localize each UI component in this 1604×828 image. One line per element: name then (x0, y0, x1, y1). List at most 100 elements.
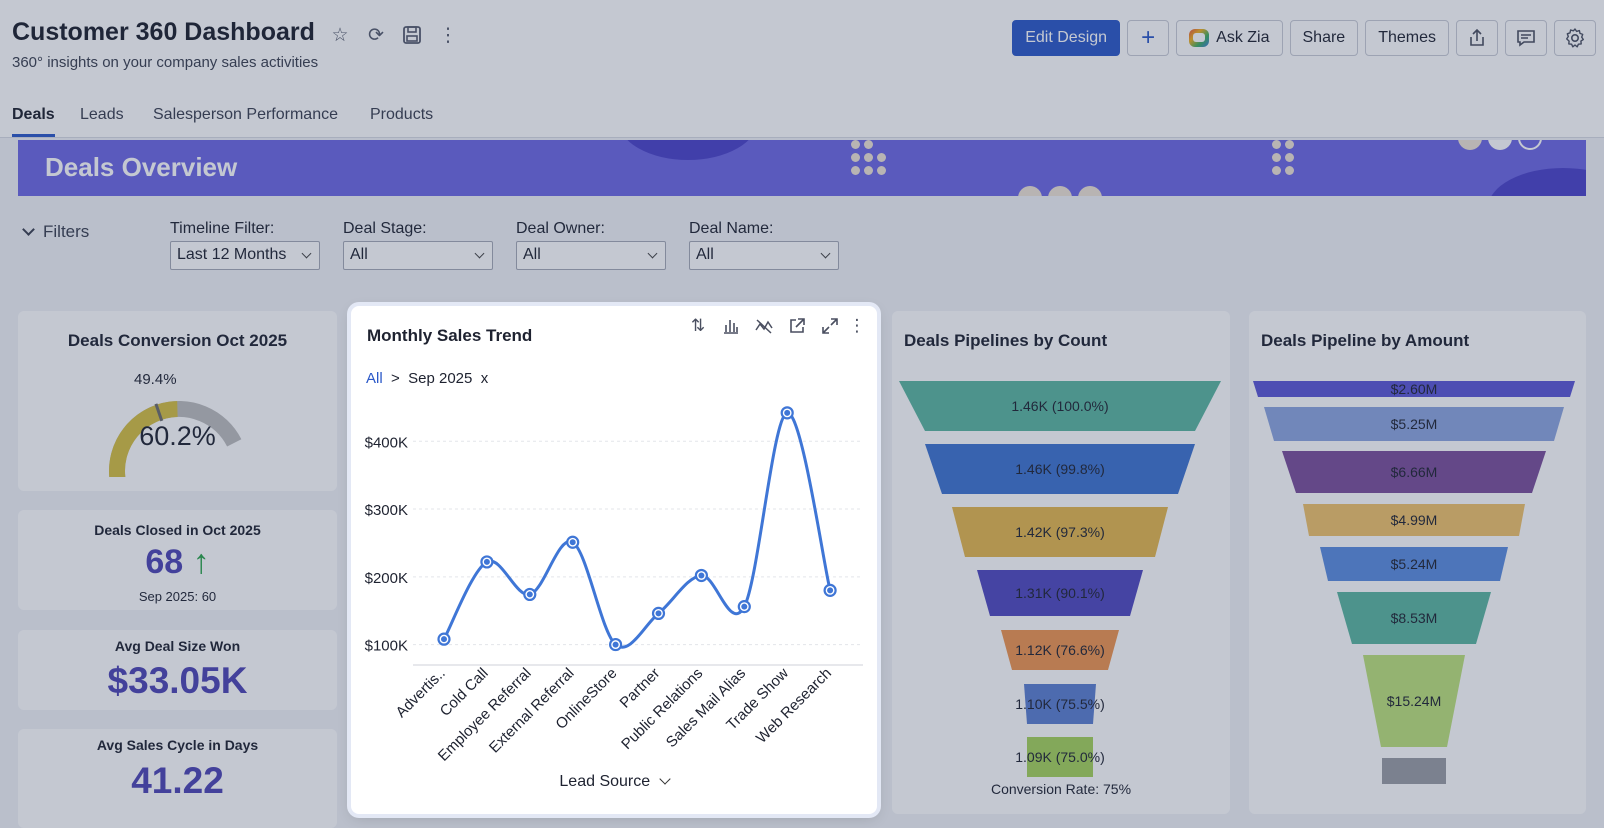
breadcrumb-root[interactable]: All (366, 370, 383, 387)
banner-dot (851, 153, 860, 162)
star-icon[interactable]: ☆ (331, 24, 349, 46)
banner-decoration (1048, 186, 1072, 196)
sort-icon[interactable]: ⇅ (690, 316, 706, 335)
deal-stage-select[interactable]: All (343, 241, 493, 270)
banner-decoration (1078, 186, 1102, 196)
funnel-segment[interactable] (1363, 655, 1465, 747)
conversion-value: 60.2% (139, 421, 216, 451)
funnel-segment[interactable] (1282, 451, 1546, 493)
card-title: Deals Pipelines by Count (904, 331, 1108, 350)
deal-name-select[interactable]: All (689, 241, 839, 270)
banner-dot (1272, 153, 1281, 162)
data-point-core (741, 603, 748, 610)
chevron-down-icon (474, 248, 485, 259)
refresh-icon[interactable]: ⟳ (368, 24, 384, 46)
funnel-segment[interactable] (925, 444, 1195, 494)
funnel-segment[interactable] (899, 381, 1221, 431)
data-point-core (526, 591, 533, 598)
deal-owner-filter: Deal Owner: All (516, 220, 666, 270)
funnel-segment[interactable] (1027, 737, 1093, 777)
kpi-title: Avg Deal Size Won (114, 638, 241, 654)
comments-button[interactable] (1505, 20, 1547, 56)
tab-salesperson-performance[interactable]: Salesperson Performance (153, 106, 338, 123)
tab-deals[interactable]: Deals (12, 106, 55, 137)
deals-pipeline-amount-card[interactable]: Deals Pipeline by Amount $2.60M $5.25M $6.… (1249, 311, 1586, 814)
deal-owner-select[interactable]: All (516, 241, 666, 270)
funnel-amount-chart: $2.60M $5.25M $6.66M $4.99M $5.24M $8.53M $15.… (1253, 381, 1575, 784)
funnel-segment[interactable] (1024, 684, 1096, 724)
filters-toggle[interactable]: Filters (22, 222, 89, 242)
banner-dot (1285, 166, 1294, 175)
deals-closed-card[interactable]: Deals Closed in Oct 2025 68 ↑ Sep 2025: … (18, 510, 337, 610)
bar-chart-icon[interactable] (719, 314, 743, 338)
series-line (442, 411, 832, 649)
tab-products[interactable]: Products (370, 106, 434, 123)
x-axis-title[interactable]: Lead Source (351, 773, 877, 791)
kpi-title: Avg Sales Cycle in Days (96, 737, 259, 753)
avg-deal-size-value: $33.05K (107, 660, 248, 701)
add-button[interactable]: + (1127, 20, 1170, 56)
deals-closed-value: 68 (145, 543, 184, 581)
monthly-sales-trend-card[interactable]: Monthly Sales Trend ⇅ ⋮ All > Sep 2025 x… (351, 306, 877, 814)
avg-deal-size-card[interactable]: Avg Deal Size Won $33.05K (18, 630, 337, 710)
funnel-count-chart: 1.46K (100.0%) 1.46K (99.8%) 1.42K (97.3%)… (899, 381, 1221, 777)
banner-dot (851, 140, 860, 149)
export-button[interactable] (1456, 20, 1498, 56)
deals-overview-banner: Deals Overview (18, 140, 1586, 196)
themes-button[interactable]: Themes (1365, 20, 1449, 56)
funnel-segment[interactable] (977, 570, 1143, 616)
edit-design-button[interactable]: Edit Design (1012, 20, 1121, 56)
funnel-label: 1.10K (75.5%) (1015, 696, 1105, 712)
ask-zia-button[interactable]: Ask Zia (1176, 20, 1283, 56)
funnel-label: 1.31K (90.1%) (1015, 585, 1105, 601)
comment-icon (1517, 30, 1535, 47)
timeline-filter-select[interactable]: Last 12 Months (170, 241, 320, 270)
more-options-icon[interactable]: ⋮ (438, 24, 458, 46)
funnel-segment[interactable] (1382, 758, 1446, 784)
funnel-label: $2.60M (1391, 381, 1438, 397)
gear-icon (1566, 28, 1584, 48)
banner-decoration (618, 140, 758, 160)
save-icon[interactable] (400, 22, 424, 48)
deals-pipeline-count-card[interactable]: Deals Pipelines by Count 1.46K (100.0%) 1… (892, 311, 1230, 814)
kpi-title: Deals Conversion Oct 2025 (67, 331, 288, 350)
kpi-compare: Sep 2025: 60 (138, 589, 217, 604)
data-point-core (612, 641, 619, 648)
ask-zia-label: Ask Zia (1216, 29, 1270, 46)
breadcrumb-close[interactable]: x (480, 370, 489, 387)
banner-dot (1272, 166, 1281, 175)
funnel-label: 1.09K (75.0%) (1015, 749, 1105, 765)
expand-icon[interactable] (818, 314, 842, 338)
data-point-core (698, 572, 705, 579)
avg-sales-cycle-value: 41.22 (131, 760, 224, 801)
funnel-segment[interactable] (952, 507, 1168, 557)
chart-toolbar: ⇅ ⋮ (686, 314, 866, 338)
title-icons: ☆ ⟳ ⋮ (328, 22, 460, 48)
y-tick-label: $300K (365, 502, 408, 519)
funnel-segment[interactable] (1001, 630, 1119, 670)
top-bar: Customer 360 Dashboard 360° insights on … (0, 0, 1604, 90)
kpi-title: Deals Closed in Oct 2025 (94, 522, 261, 538)
hide-labels-icon[interactable] (752, 314, 776, 338)
tab-leads[interactable]: Leads (80, 106, 124, 123)
breadcrumb-separator: > (391, 370, 400, 387)
banner-dot (877, 166, 886, 175)
banner-dot (864, 153, 873, 162)
filter-value: Last 12 Months (177, 246, 287, 263)
more-options-icon[interactable]: ⋮ (848, 316, 866, 335)
deals-conversion-card[interactable]: Deals Conversion Oct 2025 49.4% 60.2% (18, 311, 337, 491)
settings-button[interactable] (1554, 20, 1596, 56)
banner-decoration (1458, 140, 1482, 150)
funnel-segment[interactable] (1337, 592, 1491, 644)
avg-sales-cycle-card[interactable]: Avg Sales Cycle in Days 41.22 (18, 729, 337, 828)
dashboard-tabs: Deals Leads Salesperson Performance Prod… (0, 90, 1604, 138)
open-external-icon[interactable] (785, 314, 809, 338)
share-button[interactable]: Share (1289, 20, 1359, 56)
banner-dot (851, 166, 860, 175)
funnel-segment[interactable] (1303, 504, 1525, 536)
funnel-segment[interactable] (1253, 381, 1575, 397)
funnel-segment[interactable] (1264, 407, 1564, 441)
funnel-segment[interactable] (1320, 547, 1508, 581)
banner-dot (1272, 140, 1281, 149)
